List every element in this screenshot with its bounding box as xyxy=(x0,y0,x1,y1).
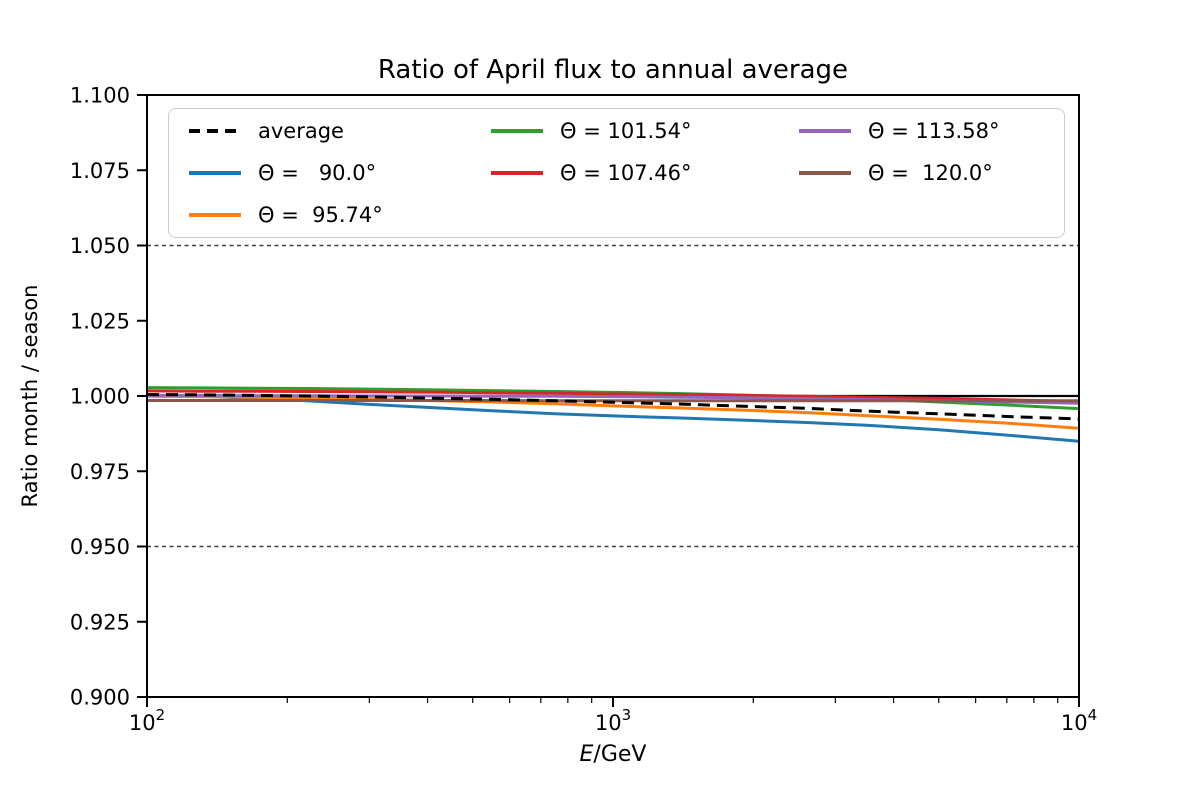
legend-entry-t113: Θ = 113.58° xyxy=(799,110,1064,152)
legend-column: Θ = 113.58° Θ = 120.0° xyxy=(799,110,1064,194)
y-tick-label: 1.075 xyxy=(70,159,130,183)
legend-entry-t120: Θ = 120.0° xyxy=(799,152,1064,194)
legend-swatch-t95 xyxy=(189,213,241,217)
legend-label-t101: Θ = 101.54° xyxy=(560,119,692,143)
x-axis-label-symbol: E xyxy=(579,742,594,767)
plot-frame xyxy=(146,94,1080,698)
legend-label-t90: Θ = 90.0° xyxy=(258,161,377,185)
legend-column: Θ = 101.54° Θ = 107.46° xyxy=(491,110,799,194)
y-tick-label: 0.925 xyxy=(70,610,130,634)
plot-area xyxy=(147,244,1079,548)
legend-box: average Θ = 90.0° Θ = 95.74° Θ = 101.54° Θ =… xyxy=(168,108,1065,238)
legend-swatch-t101 xyxy=(491,129,543,133)
series-line-t107 xyxy=(147,389,1079,403)
legend-swatch-t120 xyxy=(799,171,851,175)
y-axis-label: Ratio month / season xyxy=(18,284,42,508)
legend-entry-average: average xyxy=(189,110,491,152)
legend-entry-t95: Θ = 95.74° xyxy=(189,194,491,236)
legend-label-t113: Θ = 113.58° xyxy=(868,119,1000,143)
legend-swatch-t113 xyxy=(799,129,851,133)
legend-entry-t101: Θ = 101.54° xyxy=(491,110,799,152)
legend-entry-t90: Θ = 90.0° xyxy=(189,152,491,194)
chart-title: Ratio of April flux to annual average xyxy=(377,55,849,85)
legend-label-average: average xyxy=(258,119,344,143)
x-axis-label-unit: /GeV xyxy=(593,742,647,767)
y-tick-label: 0.900 xyxy=(70,686,130,710)
y-tick-label: 1.100 xyxy=(70,84,130,108)
y-tick-label: 1.050 xyxy=(70,234,130,258)
y-tick-label: 0.950 xyxy=(70,535,130,559)
series-line-t95 xyxy=(147,394,1079,430)
legend-swatch-t90 xyxy=(189,171,241,175)
legend-entry-t107: Θ = 107.46° xyxy=(491,152,799,194)
y-tick-label: 0.975 xyxy=(70,460,130,484)
legend-label-t120: Θ = 120.0° xyxy=(868,161,993,185)
x-axis-label: E/GeV xyxy=(147,742,1079,767)
legend-swatch-average xyxy=(189,129,241,133)
legend-label-t107: Θ = 107.46° xyxy=(560,161,692,185)
x-tick-label: 104 xyxy=(1061,706,1097,735)
y-tick-label: 1.025 xyxy=(70,309,130,333)
y-tick-label: 1.000 xyxy=(70,385,130,409)
series-line-average xyxy=(147,393,1079,421)
legend-label-t95: Θ = 95.74° xyxy=(258,203,383,227)
legend-swatch-t107 xyxy=(491,171,543,175)
legend-column: average Θ = 90.0° Θ = 95.74° xyxy=(189,110,491,236)
x-tick-label: 103 xyxy=(595,706,631,735)
x-tick-label: 102 xyxy=(129,706,165,735)
